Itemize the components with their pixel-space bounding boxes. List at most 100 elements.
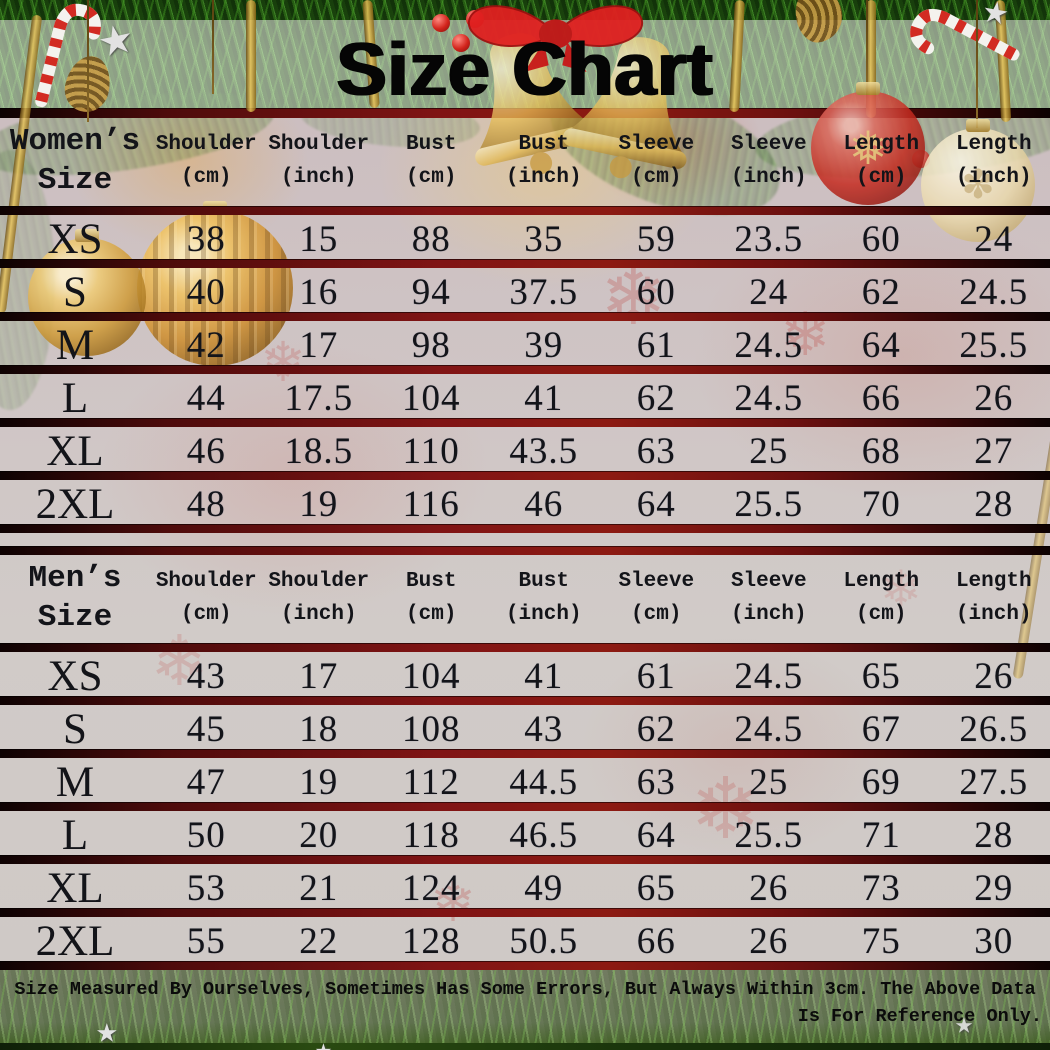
size-value: 63 [636, 762, 676, 803]
snowflake-icon: ❄ [430, 870, 477, 934]
size-label: M [55, 322, 95, 369]
size-label: XS [47, 216, 103, 263]
size-value: 21 [299, 868, 339, 909]
table-header-row: Men’s Size Shoulder (cm) Shoulder (inch) Bu… [0, 555, 1050, 643]
holly-berry-icon [432, 14, 450, 32]
column-header: Sleeve (inch) [730, 133, 807, 189]
column-header: Bust (cm) [406, 133, 457, 189]
column-header: Shoulder (cm) [155, 570, 257, 626]
table-gap [0, 533, 1050, 546]
size-value: 27.5 [959, 762, 1029, 803]
size-value: 26 [974, 378, 1014, 419]
star-icon: ★ [96, 1012, 118, 1050]
size-value: 43 [186, 656, 226, 697]
size-label: XL [46, 865, 104, 912]
size-value: 98 [411, 325, 451, 366]
table-title: Women’s Size [9, 124, 141, 198]
size-value: 26.5 [959, 709, 1029, 750]
footer-line-2: Is For Reference Only. [797, 1006, 1042, 1027]
size-value: 41 [524, 656, 564, 697]
size-value: 67 [861, 709, 901, 750]
size-value: 63 [636, 431, 676, 472]
size-value: 25 [749, 431, 789, 472]
size-label: S [63, 706, 87, 753]
gold-bell-icon [475, 33, 687, 179]
size-value: 66 [636, 921, 676, 962]
size-label: L [61, 812, 89, 859]
separator-bar [0, 802, 1050, 811]
table-row: M 42 17 98 39 61 24.5 64 25.5 [0, 321, 1050, 369]
size-value: 38 [186, 219, 226, 260]
table-row: L 50 20 118 46.5 64 25.5 71 28 [0, 811, 1050, 859]
size-value: 64 [636, 484, 676, 525]
separator-bar [0, 961, 1050, 970]
table-header-row: Women’s Size Shoulder (cm) Shoulder (inch)… [0, 118, 1050, 206]
separator-bar [0, 855, 1050, 864]
size-value: 104 [402, 378, 461, 419]
size-value: 49 [524, 868, 564, 909]
size-value: 68 [861, 431, 901, 472]
page-title: Size Chart [336, 27, 714, 111]
column-header: Shoulder (inch) [268, 133, 370, 189]
holly-berry-icon [452, 34, 470, 52]
size-value: 25.5 [734, 484, 804, 525]
size-value: 43.5 [509, 431, 579, 472]
size-value: 19 [299, 484, 339, 525]
candy-cane-icon [910, 8, 1020, 61]
size-value: 24.5 [959, 272, 1029, 313]
size-value: 24.5 [734, 325, 804, 366]
size-label: XL [46, 428, 104, 475]
size-value: 37.5 [509, 272, 579, 313]
gold-ribbon-icon [866, 0, 876, 118]
column-header: Shoulder (inch) [268, 570, 370, 626]
size-value: 104 [402, 656, 461, 697]
size-label: 2XL [35, 481, 115, 528]
bauble-icon: ❅ [811, 82, 925, 205]
size-value: 61 [636, 325, 676, 366]
size-value: 27 [974, 431, 1014, 472]
size-value: 24.5 [734, 709, 804, 750]
table-title: Men’s Size [28, 561, 122, 635]
size-value: 29 [974, 868, 1014, 909]
size-value: 46.5 [509, 815, 579, 856]
separator-bar [0, 749, 1050, 758]
size-value: 62 [636, 378, 676, 419]
size-value: 62 [861, 272, 901, 313]
column-header: Bust (inch) [505, 570, 582, 626]
size-value: 53 [186, 868, 226, 909]
size-label: L [61, 375, 89, 422]
separator-bar [0, 418, 1050, 427]
size-value: 17 [299, 325, 339, 366]
snowflake-icon: ❄ [150, 620, 209, 702]
table-row: M 47 19 112 44.5 63 25 69 27.5 [0, 758, 1050, 806]
size-value: 26 [749, 868, 789, 909]
size-value: 94 [411, 272, 451, 313]
ornament-string [87, 0, 89, 122]
separator-bar [0, 546, 1050, 555]
size-value: 60 [636, 272, 676, 313]
size-value: 17.5 [284, 378, 354, 419]
size-value: 55 [186, 921, 226, 962]
separator-bar [0, 696, 1050, 705]
separator-bar [0, 643, 1050, 652]
ornament-string [212, 0, 214, 94]
size-value: 124 [402, 868, 461, 909]
women-size-table: Women’s Size Shoulder (cm) Shoulder (inch)… [0, 118, 1050, 533]
size-label: XS [47, 653, 103, 700]
size-value: 71 [861, 815, 901, 856]
size-value: 110 [402, 431, 460, 472]
size-value: 19 [299, 762, 339, 803]
men-size-table: Men’s Size Shoulder (cm) Shoulder (inch) Bu… [0, 546, 1050, 970]
size-value: 17 [299, 656, 339, 697]
gold-ribbon-icon [246, 0, 256, 112]
size-value: 20 [299, 815, 339, 856]
size-value: 24.5 [734, 656, 804, 697]
size-value: 50 [186, 815, 226, 856]
size-value: 25.5 [734, 815, 804, 856]
table-row: XS 43 17 104 41 61 24.5 65 26 [0, 652, 1050, 700]
size-value: 112 [402, 762, 460, 803]
size-label: S [63, 269, 87, 316]
footer-line-1: Size Measured By Ourselves, Sometimes Ha… [14, 979, 1036, 1000]
star-icon: ★ [955, 1009, 974, 1043]
